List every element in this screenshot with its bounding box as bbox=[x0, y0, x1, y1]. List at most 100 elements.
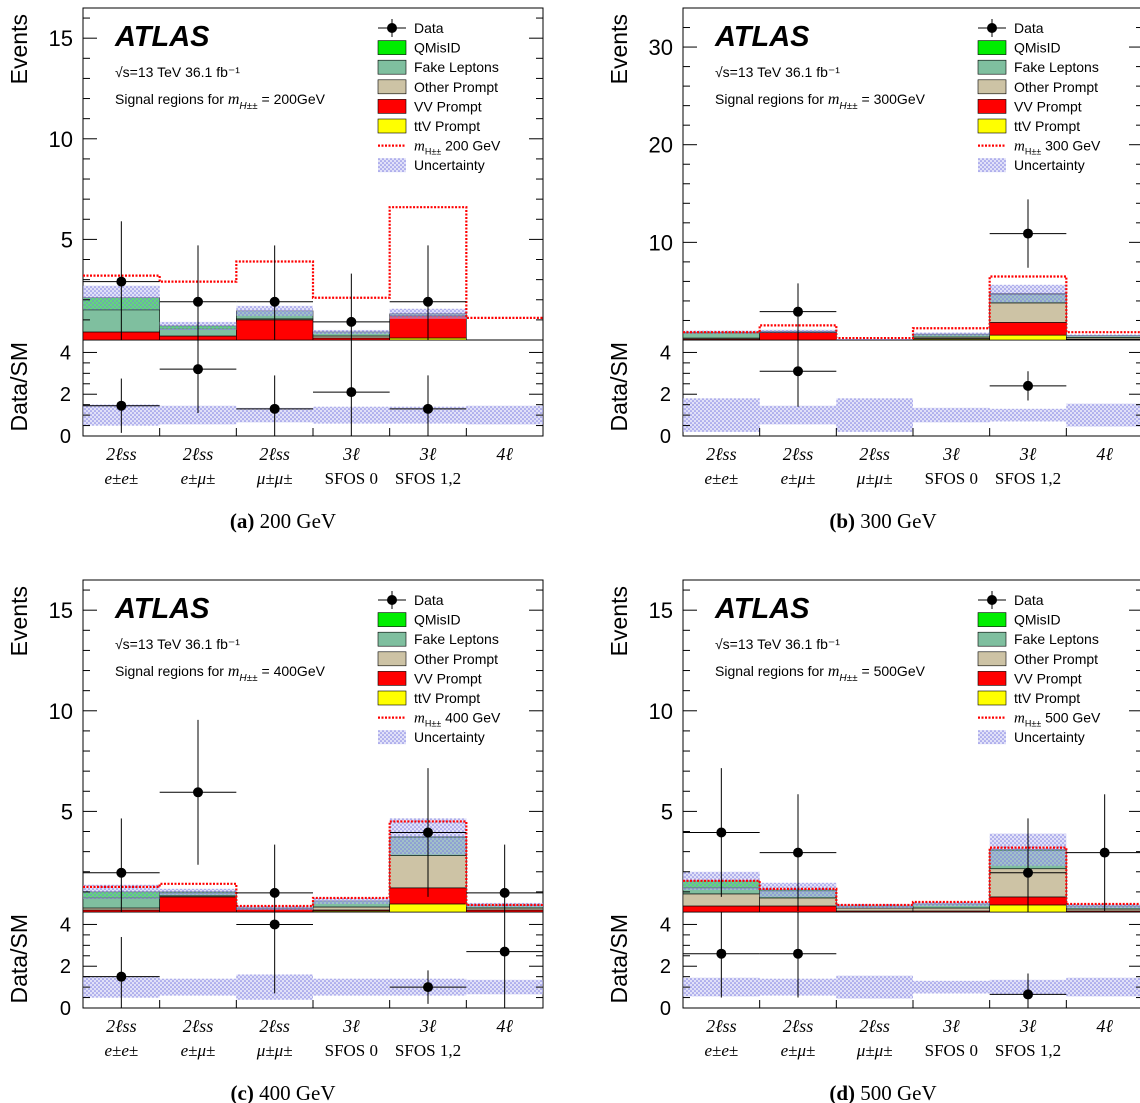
panel-caption-text: 400 GeV bbox=[254, 1081, 336, 1103]
category-label-bottom: e±e± bbox=[104, 469, 138, 488]
mass-value: = 500GeV bbox=[858, 663, 926, 679]
ratio-uncertainty-band bbox=[159, 405, 237, 425]
ratio-point bbox=[116, 400, 127, 411]
y-tick-label: 10 bbox=[649, 230, 673, 255]
uncertainty-band bbox=[913, 332, 990, 336]
stack-bar-fake bbox=[682, 332, 760, 339]
category-label-bottom: e±e± bbox=[104, 1041, 138, 1060]
legend-swatch-qmisid bbox=[977, 612, 1007, 627]
legend-label-other: Other Prompt bbox=[414, 79, 498, 95]
data-point bbox=[499, 887, 510, 898]
y-tick-label: 5 bbox=[61, 227, 73, 252]
chart-panel: 5 10 15 0 2 4 Events Data/SM 2ℓss e±e± 2ℓss e±μ± 2ℓs… bbox=[6, 7, 544, 533]
signal-line bbox=[83, 820, 543, 908]
mass-subscript: H±± bbox=[839, 673, 858, 684]
legend-label-ttv: ttV Prompt bbox=[414, 690, 480, 706]
y-tick-label: 10 bbox=[49, 699, 73, 724]
legend-label-data: Data bbox=[1014, 20, 1044, 36]
legend-uncertainty-swatch bbox=[978, 730, 1006, 745]
ratio-uncertainty-band bbox=[913, 980, 990, 994]
uncertainty-band bbox=[913, 901, 990, 906]
legend-label-qmisid: QMisID bbox=[1014, 612, 1061, 628]
legend-label-ttv: ttV Prompt bbox=[1014, 118, 1080, 134]
legend-data-marker bbox=[387, 595, 397, 605]
chart-panel: 5 10 15 0 2 4 Events Data/SM 2ℓss e±e± 2ℓss e±μ± 2ℓs… bbox=[606, 579, 1140, 1103]
category-label-top: 3ℓ bbox=[342, 1016, 360, 1036]
legend-label-qmisid: QMisID bbox=[1014, 40, 1061, 56]
y-tick-label: 30 bbox=[649, 35, 673, 60]
signal-line bbox=[83, 206, 543, 319]
uncertainty-band bbox=[683, 330, 760, 334]
ratio-uncertainty-band bbox=[913, 407, 990, 423]
category-label-bottom: e±e± bbox=[704, 1041, 738, 1060]
data-point bbox=[1023, 867, 1033, 878]
ratio-point bbox=[116, 971, 127, 982]
y-axis-title: Events bbox=[6, 586, 32, 656]
legend-label-vv: VV Prompt bbox=[414, 98, 482, 114]
ratio-y-tick-label: 4 bbox=[660, 914, 671, 936]
ratio-y-tick-label: 2 bbox=[660, 956, 671, 978]
category-label-bottom: e±μ± bbox=[181, 1041, 216, 1060]
y-tick-label: 15 bbox=[49, 598, 73, 623]
category-label-top: 4ℓ bbox=[1096, 444, 1113, 464]
category-label-bottom: SFOS 1,2 bbox=[995, 469, 1061, 488]
category-label-bottom: SFOS 1,2 bbox=[395, 1041, 461, 1060]
data-point bbox=[423, 827, 433, 838]
atlas-logo: ATLAS bbox=[114, 21, 210, 53]
energy-lumi-label: √s=13 TeV 36.1 fb⁻¹ bbox=[115, 636, 240, 652]
stack-bar-ttv bbox=[989, 334, 1067, 341]
legend-swatch-other bbox=[977, 79, 1007, 95]
atlas-logo: ATLAS bbox=[714, 593, 810, 625]
data-point bbox=[269, 296, 280, 307]
stack-bar-vv bbox=[989, 322, 1067, 336]
energy-lumi-label: √s=13 TeV 36.1 fb⁻¹ bbox=[715, 64, 840, 80]
legend-uncertainty-swatch bbox=[378, 158, 406, 173]
category-label-bottom: SFOS 0 bbox=[325, 1041, 378, 1060]
legend-swatch-qmisid bbox=[377, 612, 407, 627]
legend-label-vv: VV Prompt bbox=[1014, 670, 1082, 686]
ratio-uncertainty-band bbox=[466, 405, 543, 425]
legend-label-ttv: ttV Prompt bbox=[1014, 690, 1080, 706]
signal-region-label: Signal regions for mH±± = 300GeV bbox=[715, 91, 926, 112]
data-point bbox=[346, 316, 357, 327]
category-label-bottom: e±μ± bbox=[181, 469, 216, 488]
category-label-top: 2ℓss bbox=[183, 444, 214, 464]
category-label-bottom: e±μ± bbox=[781, 1041, 816, 1060]
chart-panel: 10 20 30 0 2 4 Events Data/SM 2ℓss e±e± 2ℓss e±μ± 2ℓ… bbox=[606, 7, 1140, 533]
category-label-bottom: μ±μ± bbox=[856, 1041, 893, 1060]
legend-swatch-fake bbox=[377, 59, 407, 75]
ratio-point bbox=[793, 948, 803, 959]
panel-caption: (d) 500 GeV bbox=[829, 1081, 936, 1103]
legend-swatch-other bbox=[377, 79, 407, 95]
data-point bbox=[793, 306, 803, 317]
data-point bbox=[193, 296, 203, 307]
legend-label-fake: Fake Leptons bbox=[1014, 59, 1099, 75]
ratio-point bbox=[1023, 380, 1033, 391]
mass-symbol: m bbox=[228, 91, 240, 108]
category-label-top: 2ℓss bbox=[706, 444, 737, 464]
stack-bar-ttv bbox=[389, 903, 467, 913]
ratio-point bbox=[346, 387, 357, 398]
stack-bar-other bbox=[912, 907, 990, 912]
stack-bar-other bbox=[312, 906, 390, 911]
main-plot-frame bbox=[82, 579, 544, 913]
legend-label-vv: VV Prompt bbox=[414, 670, 482, 686]
category-label-top: 3ℓ bbox=[1019, 1016, 1037, 1036]
legend-label-signal: mH±± 400 GeV bbox=[414, 710, 501, 729]
legend-swatch-other bbox=[377, 651, 407, 667]
ratio-uncertainty-band bbox=[1066, 977, 1140, 997]
y-tick-label: 10 bbox=[49, 127, 73, 152]
category-label-top: 2ℓss bbox=[183, 1016, 214, 1036]
legend-swatch-vv bbox=[377, 671, 407, 686]
panel-caption-text: 200 GeV bbox=[254, 509, 336, 533]
legend-swatch-ttv bbox=[377, 118, 407, 134]
ratio-point bbox=[269, 403, 280, 414]
legend-label-qmisid: QMisID bbox=[414, 612, 461, 628]
uncertainty-band bbox=[836, 339, 913, 340]
legend-label-unc: Uncertainty bbox=[1014, 729, 1085, 745]
legend-label-data: Data bbox=[414, 592, 444, 608]
uncertainty-band bbox=[313, 897, 390, 904]
main-plot-frame bbox=[682, 579, 1140, 913]
y-axis-title: Events bbox=[606, 14, 632, 84]
y-tick-label: 5 bbox=[61, 799, 73, 824]
